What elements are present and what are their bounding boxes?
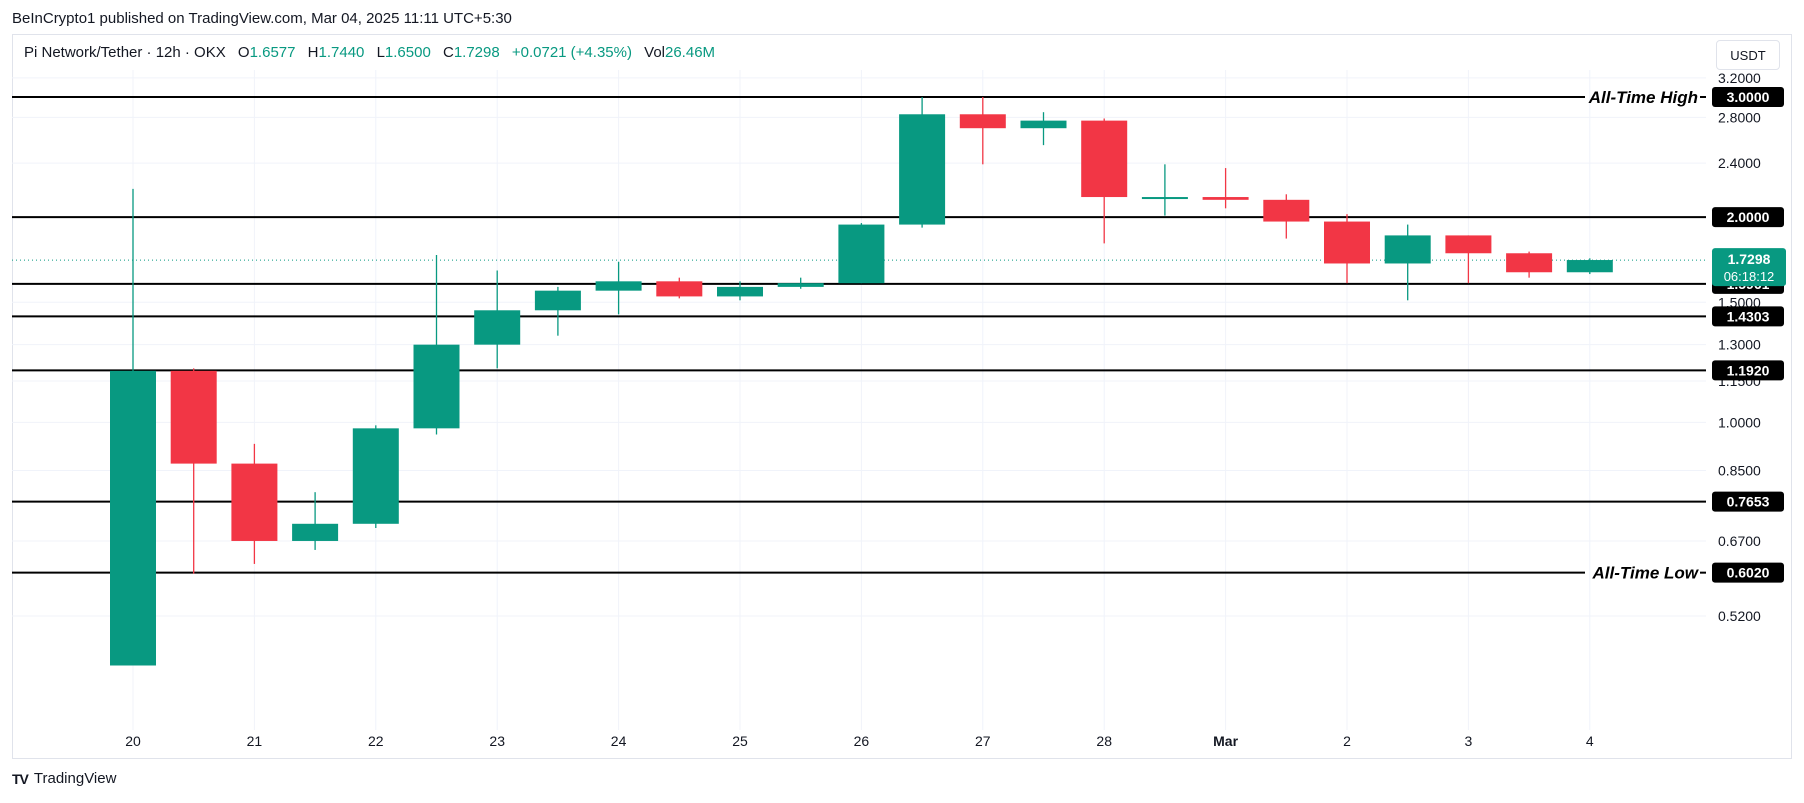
y-tick-label: 2.4000 — [1718, 155, 1761, 171]
candle-body — [595, 281, 642, 291]
x-tick-label: 26 — [854, 733, 870, 749]
level-price-tag-label: 0.6020 — [1727, 565, 1770, 581]
candle-body — [1384, 235, 1431, 264]
footer-brand: TV TradingView — [12, 770, 116, 787]
x-tick-label: 2 — [1343, 733, 1351, 749]
candle-body — [170, 370, 217, 464]
tradingview-brand[interactable]: TradingView — [33, 770, 117, 787]
level-price-tag-label: 2.0000 — [1727, 209, 1770, 225]
symbol-title[interactable]: Pi Network/Tether · 12h · OKX — [24, 44, 226, 61]
candle-body — [1202, 197, 1249, 200]
candle-body — [656, 281, 703, 297]
y-tick-label: 1.5000 — [1718, 294, 1761, 310]
y-tick-label: 1.3000 — [1718, 337, 1761, 353]
last-price-value: 1.7298 — [1728, 251, 1771, 267]
candle-body — [1081, 120, 1128, 198]
low-value: 1.6500 — [384, 44, 431, 61]
candle-body — [1141, 197, 1188, 200]
candle-body — [1020, 120, 1067, 129]
level-price-tag — [1712, 87, 1784, 107]
candle-body — [1506, 253, 1553, 273]
candle-body — [777, 283, 824, 287]
level-annotation: All-Time High — [1588, 88, 1698, 107]
level-price-tag — [1712, 562, 1784, 583]
x-tick-label: 21 — [247, 733, 263, 749]
open-value: 1.6577 — [249, 44, 296, 61]
candle-body — [474, 310, 521, 345]
x-tick-label: 27 — [975, 733, 991, 749]
level-price-tag — [1712, 360, 1784, 381]
symbol-header: Pi Network/Tether · 12h · OKX O1.6577 H1… — [24, 44, 715, 61]
x-tick-label: 20 — [125, 733, 141, 749]
level-price-tag — [1712, 207, 1784, 228]
y-tick-label: 2.8000 — [1718, 109, 1761, 125]
candle-body — [352, 428, 399, 524]
x-tick-label: 3 — [1465, 733, 1473, 749]
currency-button[interactable]: USDT — [1716, 40, 1780, 70]
close-label: C — [442, 44, 454, 61]
candle-body — [1566, 260, 1613, 273]
level-price-tag-label: 1.4303 — [1727, 308, 1770, 324]
volume-value: 26.46M — [665, 44, 716, 61]
level-annotation: All-Time Low — [1592, 564, 1700, 583]
low-label: L — [376, 44, 385, 61]
candle-countdown: 06:18:12 — [1724, 269, 1775, 284]
candle-body — [1445, 235, 1492, 254]
candle-body — [534, 290, 581, 311]
candle-body — [413, 344, 460, 429]
y-tick-label: 1.0000 — [1718, 414, 1761, 430]
x-tick-label: 4 — [1586, 733, 1594, 749]
change-value: +0.0721 (+4.35%) — [511, 44, 632, 61]
x-tick-label: 23 — [489, 733, 505, 749]
level-price-tag-label: 1.1920 — [1727, 362, 1770, 378]
candle-body — [231, 463, 278, 541]
publisher-line: BeInCrypto1 published on TradingView.com… — [12, 10, 512, 27]
level-price-tag — [1712, 491, 1784, 512]
level-price-tag — [1712, 306, 1784, 327]
level-price-tag-label: 0.7653 — [1727, 494, 1770, 510]
candle-body — [292, 523, 339, 541]
tradingview-logo-icon[interactable]: TV — [12, 770, 29, 787]
candle-body — [899, 114, 946, 225]
chart-frame — [12, 34, 1792, 759]
high-label: H — [307, 44, 319, 61]
x-tick-label: 24 — [611, 733, 627, 749]
y-tick-label: 0.6700 — [1718, 533, 1761, 549]
x-tick-label: 25 — [732, 733, 748, 749]
candle-body — [959, 114, 1006, 129]
x-tick-label: 22 — [368, 733, 384, 749]
candle-body — [110, 370, 156, 666]
open-label: O — [237, 44, 250, 61]
level-price-tag-label: 3.0000 — [1727, 89, 1770, 105]
volume-label: Vol — [644, 44, 665, 61]
candle-body — [1324, 221, 1370, 264]
y-tick-label: 0.5200 — [1718, 608, 1761, 624]
close-value: 1.7298 — [453, 44, 500, 61]
x-tick-label: 28 — [1096, 733, 1112, 749]
y-tick-label: 3.2000 — [1718, 70, 1761, 86]
candle-body — [717, 286, 763, 297]
candle-body — [1263, 199, 1310, 222]
x-tick-label: Mar — [1213, 733, 1238, 749]
y-tick-label: 0.8500 — [1718, 462, 1761, 478]
high-value: 1.7440 — [318, 44, 365, 61]
candle-body — [838, 224, 885, 284]
last-price-tag — [1712, 248, 1786, 287]
